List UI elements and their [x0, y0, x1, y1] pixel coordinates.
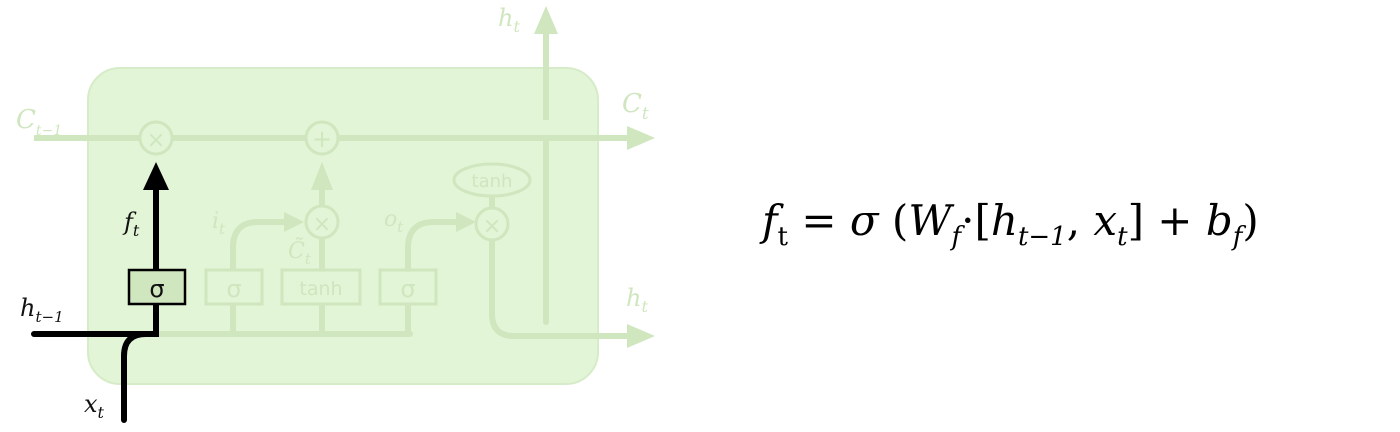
- forget-arrowhead: [143, 162, 169, 190]
- output-sigma-layer: σ: [378, 268, 438, 306]
- svg-text:tanh: tanh: [472, 171, 513, 192]
- svg-text:tanh: tanh: [299, 278, 342, 300]
- input-multiply-op: ×: [304, 204, 340, 240]
- output-multiply-op: ×: [474, 206, 510, 242]
- svg-text:σ: σ: [149, 275, 164, 303]
- label-c-tilde: C̃t: [288, 238, 312, 268]
- tanh-op: tanh: [452, 162, 532, 198]
- label-i-gate: it: [212, 209, 226, 238]
- eq-weight: W: [908, 196, 952, 245]
- svg-text:×: ×: [483, 214, 501, 239]
- label-h-prev: ht−1: [20, 294, 64, 326]
- svg-text:σ: σ: [226, 275, 241, 303]
- eq-lhs-sub: t: [777, 222, 788, 252]
- faded-wiring: [157, 135, 633, 339]
- eq-h-sub: t−1: [1017, 222, 1067, 252]
- label-x-in: xt: [84, 390, 105, 422]
- eq-h: h: [990, 196, 1018, 245]
- h-top-arrowhead: [534, 6, 558, 34]
- eq-x-sub: t: [1117, 222, 1128, 252]
- svg-text:×: ×: [313, 212, 331, 237]
- svg-text:+: +: [312, 125, 332, 153]
- eq-bias: b: [1205, 196, 1233, 245]
- tanh-layer: tanh: [280, 268, 362, 306]
- eq-equals: =: [788, 196, 850, 245]
- input-sigma-layer: σ: [204, 268, 264, 306]
- eq-weight-sub: f: [951, 222, 962, 252]
- svg-text:σ: σ: [400, 275, 415, 303]
- label-c-next: Ct: [622, 89, 649, 124]
- eq-lhs: f: [762, 196, 778, 245]
- eq-open-paren: (: [878, 196, 909, 245]
- h-right-arrowhead: [627, 324, 655, 348]
- svg-text:×: ×: [147, 128, 165, 153]
- i-arrowhead: [284, 212, 304, 232]
- eq-close-bracket: ] +: [1127, 196, 1206, 245]
- lstm-forget-gate-diagram: × + × × tanh σ tanh σ σ Ct−1: [16, 4, 655, 423]
- plus-arrowhead: [311, 162, 333, 190]
- active-forget-path: [31, 183, 159, 423]
- plus-op: +: [304, 120, 340, 156]
- eq-bias-sub: f: [1232, 222, 1243, 252]
- forget-multiply-op: ×: [138, 120, 174, 156]
- label-h-top: ht: [498, 4, 520, 36]
- cell-state-arrowhead: [627, 126, 655, 150]
- label-h-right: ht: [626, 284, 648, 316]
- eq-close-paren: ): [1242, 196, 1259, 245]
- eq-sigma: σ: [849, 196, 879, 245]
- forget-gate-equation: ft = σ (Wf·[ht−1, xt] + bf): [762, 196, 1259, 250]
- eq-x: x: [1093, 196, 1118, 245]
- o-arrowhead: [456, 212, 476, 232]
- label-c-prev: Ct−1: [16, 105, 62, 139]
- label-o-gate: ot: [384, 207, 404, 236]
- eq-comma: ,: [1066, 196, 1094, 245]
- eq-dot: ·[: [961, 196, 991, 245]
- forget-sigma-layer: σ: [127, 268, 187, 306]
